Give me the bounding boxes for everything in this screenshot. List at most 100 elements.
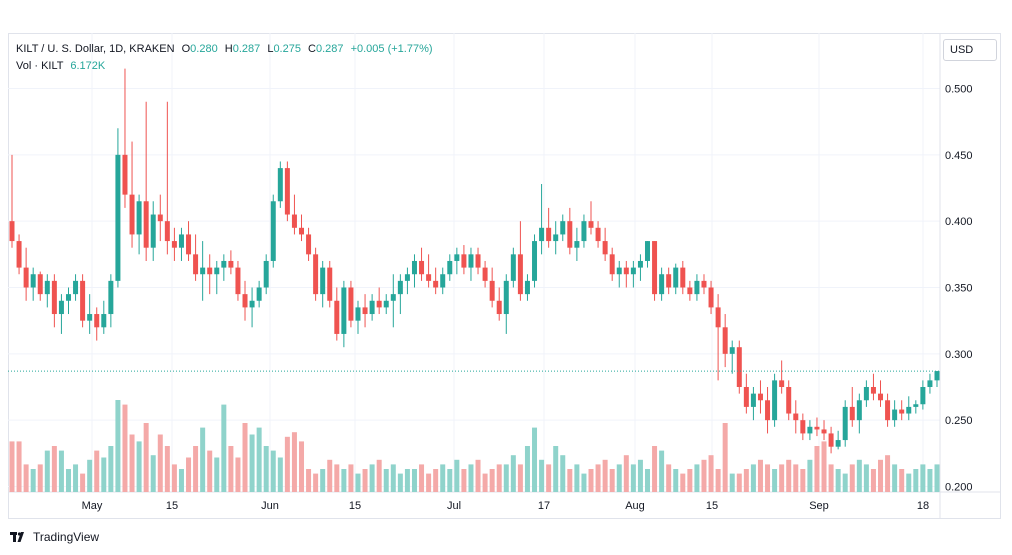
- volume-bar: [750, 464, 756, 492]
- candle-body: [186, 234, 192, 255]
- candle-body: [623, 267, 629, 275]
- candle-body: [397, 280, 403, 295]
- candle-body: [306, 234, 312, 255]
- volume-bar: [58, 450, 64, 492]
- candle-body: [546, 227, 552, 242]
- volume-bar: [849, 464, 855, 492]
- volume-bar: [320, 469, 326, 492]
- volume-bar: [30, 469, 36, 492]
- high-value: 0.287: [232, 43, 261, 55]
- branding-text: TradingView: [33, 530, 100, 544]
- candle-body: [108, 280, 114, 315]
- candle-body: [687, 287, 693, 295]
- candle-body: [750, 393, 756, 407]
- candle-body: [856, 400, 862, 421]
- candle-body: [644, 241, 650, 261]
- candle-body: [743, 387, 749, 407]
- candle-body: [44, 280, 50, 295]
- branding[interactable]: TradingView: [10, 530, 99, 544]
- candle-body: [496, 300, 502, 315]
- volume-bar: [496, 464, 502, 492]
- candle-body: [157, 214, 163, 222]
- volume-bar: [503, 464, 509, 492]
- candle-body: [284, 168, 290, 215]
- candle-body: [595, 227, 601, 242]
- volume-bar: [37, 464, 43, 492]
- candle-body: [757, 393, 763, 401]
- candle-body: [65, 294, 71, 301]
- volume-bar: [786, 459, 792, 492]
- volume-bar: [659, 450, 665, 492]
- volume-bar: [539, 459, 545, 492]
- candle-body: [277, 168, 283, 202]
- candle-body: [341, 287, 347, 334]
- volume-bar: [397, 473, 403, 492]
- candle-body: [136, 201, 142, 235]
- candle-body: [539, 227, 545, 242]
- candle-body: [475, 254, 481, 268]
- volume-bar: [447, 469, 453, 492]
- change-value: +0.005 (+1.77%): [350, 43, 433, 55]
- y-tick-label: 0.450: [945, 150, 973, 162]
- volume-bar: [800, 469, 806, 492]
- candle-body: [200, 267, 206, 275]
- volume-bar: [482, 473, 488, 492]
- price-chart[interactable]: 0.500 0.450 0.400 0.350 0.300 0.250 0.200 May 15…: [8, 33, 1001, 519]
- volume-bar: [510, 455, 516, 492]
- candle-body: [362, 307, 368, 315]
- volume-bar: [249, 434, 255, 492]
- candle-body: [263, 260, 269, 288]
- candle-body: [80, 280, 86, 321]
- volume-bar: [673, 469, 679, 492]
- volume-bar: [433, 469, 439, 492]
- candle-body: [150, 214, 156, 248]
- volume-bar: [595, 464, 601, 492]
- volume-label[interactable]: Vol · KILT: [16, 60, 64, 72]
- volume-bar: [207, 450, 213, 492]
- currency-button[interactable]: USD: [943, 39, 997, 61]
- volume-bar: [306, 469, 312, 492]
- volume-bar: [461, 469, 467, 492]
- x-tick-label: 17: [538, 500, 550, 512]
- symbol-title[interactable]: KILT / U. S. Dollar, 1D, KRAKEN: [16, 43, 175, 55]
- y-tick-label: 0.400: [945, 216, 973, 228]
- candle-body: [87, 314, 93, 321]
- volume-bar: [193, 446, 199, 492]
- volume-bar: [157, 434, 163, 492]
- volume-bar: [475, 459, 481, 492]
- volume-bar: [129, 434, 135, 492]
- volume-bar: [270, 450, 276, 492]
- candle-body: [171, 241, 177, 248]
- candle-body: [722, 327, 728, 354]
- candle-body: [9, 221, 15, 242]
- volume-bar: [807, 459, 813, 492]
- volume-bar: [256, 427, 262, 492]
- volume-bar: [821, 441, 827, 492]
- candle-body: [913, 404, 919, 407]
- candle-body: [821, 429, 827, 434]
- volume-bar: [567, 469, 573, 492]
- volume-bar: [94, 450, 100, 492]
- volume-bar: [65, 469, 71, 492]
- candle-body: [376, 300, 382, 308]
- low-label: L: [267, 43, 274, 55]
- candle-body: [193, 254, 199, 275]
- volume-bar: [143, 423, 149, 492]
- candle-body: [694, 280, 700, 295]
- candle-body: [800, 420, 806, 434]
- candle-body: [602, 241, 608, 255]
- candle-body: [659, 274, 665, 295]
- volume-bar: [87, 459, 93, 492]
- ohlc-legend: KILT / U. S. Dollar, 1D, KRAKEN O0.280 H…: [16, 43, 433, 55]
- volume-bar: [150, 455, 156, 492]
- volume-bar: [623, 455, 629, 492]
- candle-body: [214, 267, 220, 275]
- candle-body: [652, 241, 658, 295]
- volume-bar: [687, 469, 693, 492]
- candle-body: [532, 241, 538, 281]
- candle-body: [870, 387, 876, 394]
- open-value: 0.280: [190, 43, 218, 55]
- candle-body: [927, 380, 933, 387]
- candle-body: [334, 300, 340, 334]
- candle-body: [299, 227, 305, 235]
